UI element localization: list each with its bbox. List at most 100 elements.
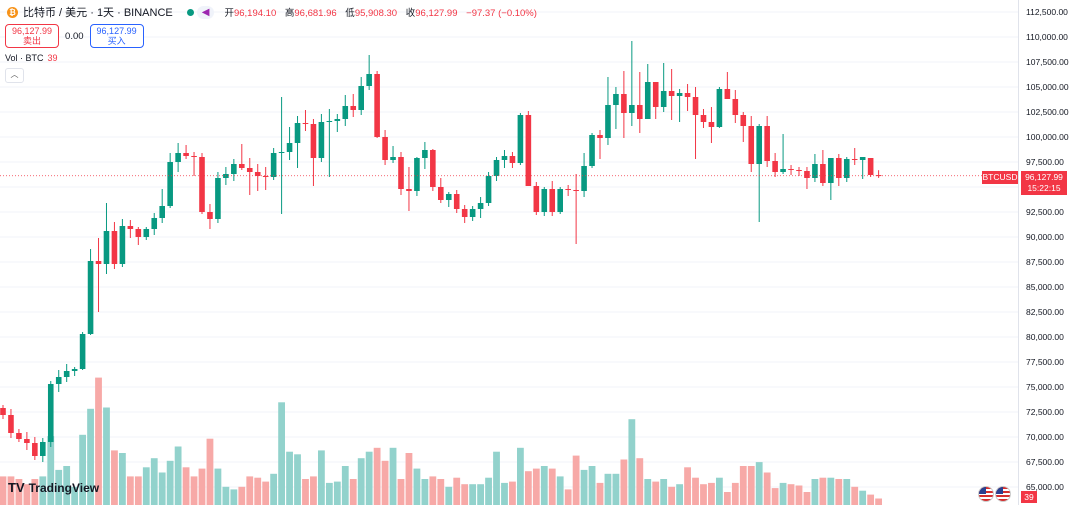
buy-button[interactable]: 96,127.99 买入 [89,24,144,48]
last-volume-tag: 39 [1021,491,1037,503]
bitcoin-icon: ₿ [7,6,18,18]
candle-body [501,156,508,160]
volume-bar [182,467,190,505]
candle-body [55,377,62,384]
candle-body [557,189,563,212]
candle-body [183,153,189,156]
spread-value: 0.00 [65,30,84,42]
candle-body [215,178,221,219]
volume-bar [134,476,142,505]
low-value: 95,908.30 [354,8,398,19]
volume-bar [548,468,556,505]
candle-body [438,187,444,200]
candle-body [246,168,253,172]
volume-bar [501,482,508,505]
candle-body [24,439,30,443]
sell-price: 96,127.99 [12,26,53,36]
volume-bar [214,468,222,505]
candle-body [47,384,54,442]
candle-body [875,175,882,177]
bar-countdown: 15:22:15 [1027,183,1061,193]
volume-bar [580,469,588,505]
candle-body [859,157,866,160]
volume-bar [166,460,174,505]
volume-bar [716,477,723,505]
y-axis-tick-label: 75,000.00 [1026,382,1064,392]
buy-label: 买入 [107,36,126,46]
y-axis-tick-label: 72,500.00 [1026,407,1064,417]
volume-bar [835,479,843,505]
us-flag-icon[interactable] [978,486,994,502]
volume-bar [763,472,771,505]
volume-bar [747,466,755,505]
volume-bar [453,477,461,505]
candle-body [684,93,691,97]
candle-body [676,93,683,96]
candle-body [796,170,802,171]
candle-body [63,371,70,377]
volume-bar [206,438,214,505]
volume-bar [644,479,652,505]
volume-bar [278,402,285,505]
candle-body [326,121,333,122]
candle-body [541,189,548,212]
candle-body [644,82,651,119]
volume-bar [413,468,421,505]
y-axis-tick-label: 92,500.00 [1026,207,1064,217]
candle-body [366,74,372,86]
candle-body [525,115,532,186]
volume-bar [190,476,198,505]
volume-bar [230,489,238,505]
candle-body [764,126,770,161]
candle-body [135,229,142,237]
candle-body [732,99,739,115]
sell-button[interactable]: 96,127.99 卖出 [5,24,60,48]
y-axis-tick-label: 100,000.00 [1026,132,1069,142]
candle-body [812,164,818,178]
volume-bar [827,477,835,505]
volume-bar [652,481,660,505]
candle-body [780,169,786,172]
volume-bar [867,494,875,505]
volume-bar [700,484,707,505]
volume-bar [588,466,596,505]
candle-body [398,157,404,189]
volume-bar [389,447,397,505]
volume-legend[interactable]: Vol · BTC 39 [5,53,58,63]
volume-bar [620,459,628,505]
last-price-tag: 96,127.99 15:22:15 [1021,171,1067,195]
symbol-title[interactable]: 比特币 / 美元 · 1天 · BINANCE [23,7,173,19]
us-flag-icon-2[interactable] [995,486,1011,502]
open-label: 开 [224,8,234,19]
y-axis-tick-label: 102,500.00 [1026,107,1069,117]
candle-body [716,89,723,127]
candle-body [422,150,428,158]
candle-body [302,123,309,124]
y-axis-tick-label: 112,500.00 [1026,7,1068,17]
candle-body [0,408,6,415]
volume-bar [55,469,63,505]
market-status-icon[interactable] [186,8,194,16]
volume-bar [485,477,492,505]
volume-bar [636,458,644,505]
volume-bar [373,447,381,505]
volume-bar [325,482,333,505]
candle-body [724,89,731,99]
volume-bar [405,453,413,505]
volume-bar [493,451,500,505]
candle-body [453,194,460,209]
tradingview-logo[interactable]: TV TradingView [8,480,99,495]
volume-bar [174,446,182,505]
share-button[interactable]: ◀ [196,5,215,19]
volume-bar [310,476,317,505]
collapse-legend-button[interactable]: ︿ [5,68,24,83]
volume-bar [708,482,715,505]
y-axis-tick-label: 85,000.00 [1026,282,1064,292]
close-label: 收 [405,8,416,19]
volume-bar [365,451,373,505]
candle-body [589,135,595,166]
volume-bar [524,471,532,505]
candle-body [143,229,150,237]
candle-body [692,97,699,115]
